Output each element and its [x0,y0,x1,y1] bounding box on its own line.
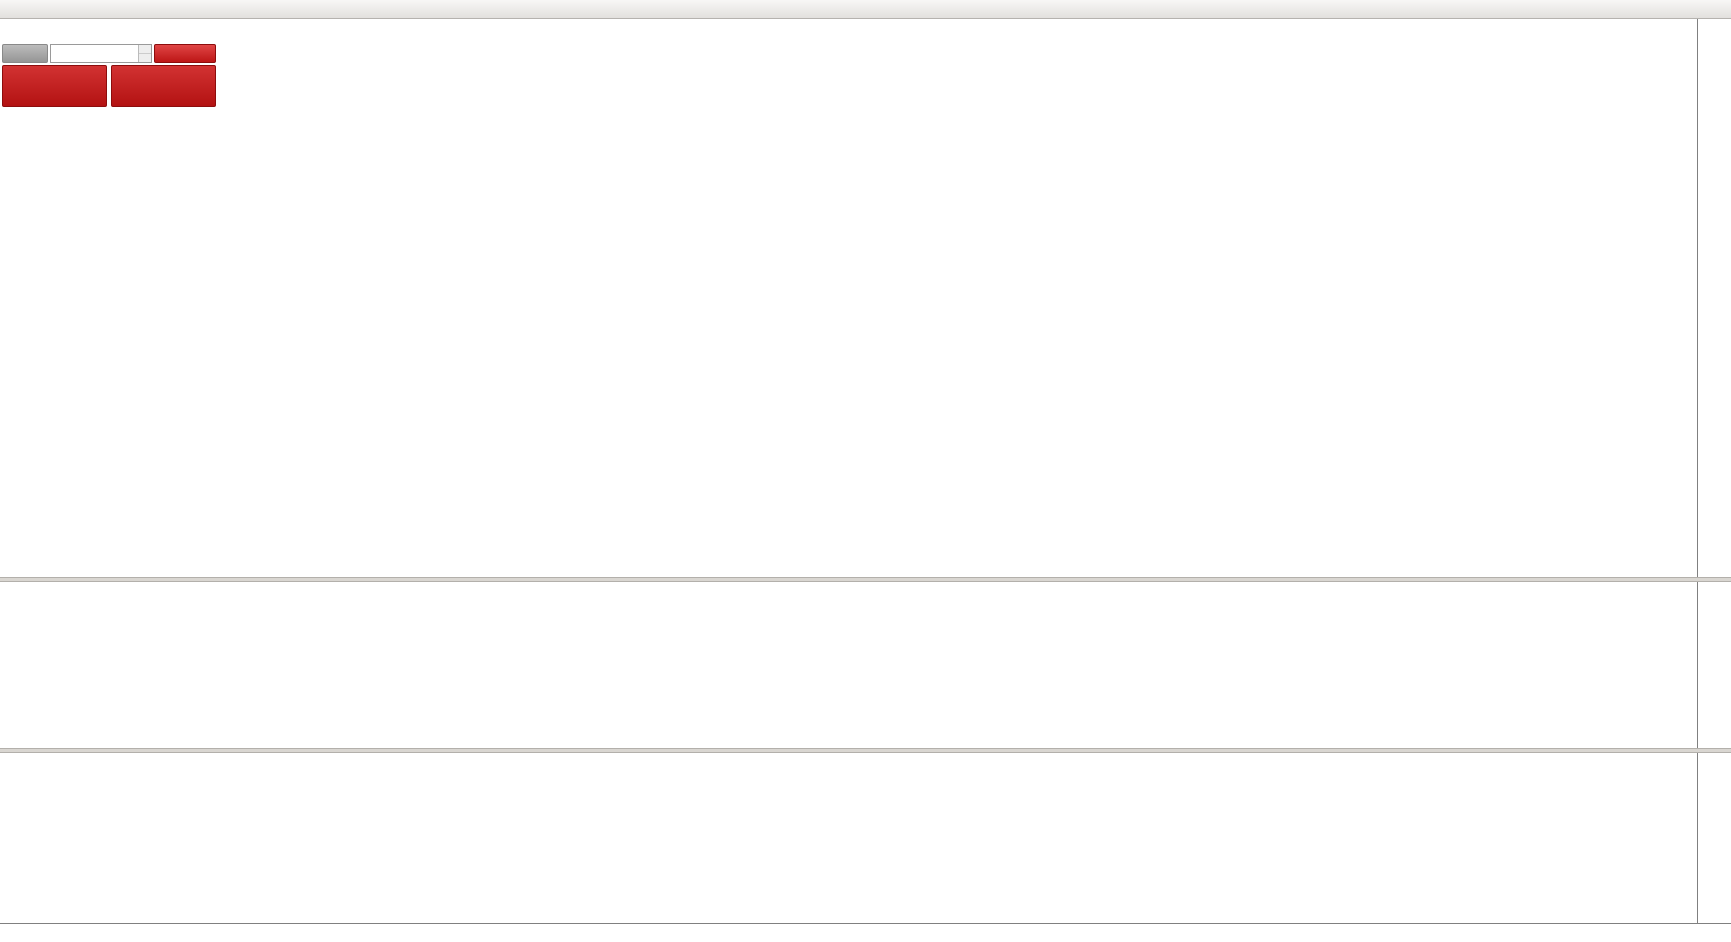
chart-macd-splitter[interactable] [0,577,1731,582]
volume-input[interactable] [50,44,152,63]
volume-up-button[interactable] [139,45,151,54]
volume-spinner [138,45,151,62]
rsi-indicator-label [4,756,14,767]
price-axis[interactable] [1697,19,1731,923]
volume-down-button[interactable] [139,54,151,62]
time-axis[interactable] [0,923,1731,942]
buy-button[interactable] [154,44,216,63]
one-click-trading-panel [2,44,216,107]
macd-rsi-splitter[interactable] [0,748,1731,753]
buy-price-button[interactable] [111,65,216,107]
price-chart[interactable] [0,19,1697,577]
rsi-panel[interactable] [0,753,1697,923]
volume-value [51,45,138,62]
macd-indicator-label [4,585,19,596]
main-toolbar [0,0,1731,19]
macd-panel[interactable] [0,582,1697,748]
sell-price-button[interactable] [2,65,107,107]
sell-button[interactable] [2,44,48,63]
